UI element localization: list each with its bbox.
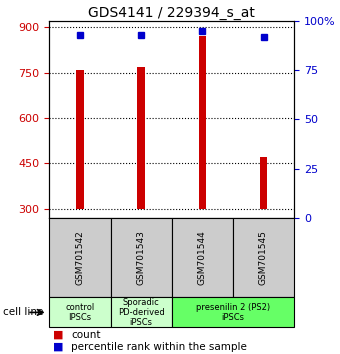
Bar xyxy=(260,157,267,209)
Bar xyxy=(137,67,145,209)
Text: ■: ■ xyxy=(53,330,63,340)
Text: cell line: cell line xyxy=(3,307,44,318)
Bar xyxy=(49,297,110,327)
Text: GSM701542: GSM701542 xyxy=(75,230,84,285)
Title: GDS4141 / 229394_s_at: GDS4141 / 229394_s_at xyxy=(88,6,255,20)
Text: percentile rank within the sample: percentile rank within the sample xyxy=(71,342,247,352)
Text: control
IPSCs: control IPSCs xyxy=(65,303,95,322)
Bar xyxy=(199,36,206,209)
Text: count: count xyxy=(71,330,101,340)
Text: GSM701544: GSM701544 xyxy=(198,230,207,285)
Text: Sporadic
PD-derived
iPSCs: Sporadic PD-derived iPSCs xyxy=(118,297,165,327)
Bar xyxy=(110,297,172,327)
Bar xyxy=(172,297,294,327)
Bar xyxy=(49,218,110,297)
Text: presenilin 2 (PS2)
iPSCs: presenilin 2 (PS2) iPSCs xyxy=(196,303,270,322)
Bar xyxy=(233,218,294,297)
Text: GSM701543: GSM701543 xyxy=(137,230,146,285)
Bar xyxy=(76,70,84,209)
Text: ■: ■ xyxy=(53,342,63,352)
Text: GSM701545: GSM701545 xyxy=(259,230,268,285)
Bar xyxy=(110,218,172,297)
Bar xyxy=(172,218,233,297)
